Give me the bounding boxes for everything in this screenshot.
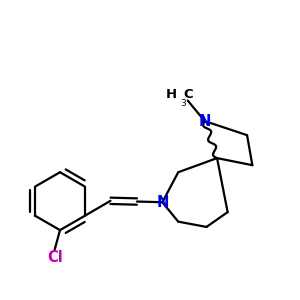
Text: H: H [166,88,177,101]
Text: C: C [183,88,193,101]
Text: N: N [156,195,169,210]
Text: 3: 3 [180,99,186,108]
Text: Cl: Cl [47,250,63,265]
Text: N: N [199,114,211,129]
